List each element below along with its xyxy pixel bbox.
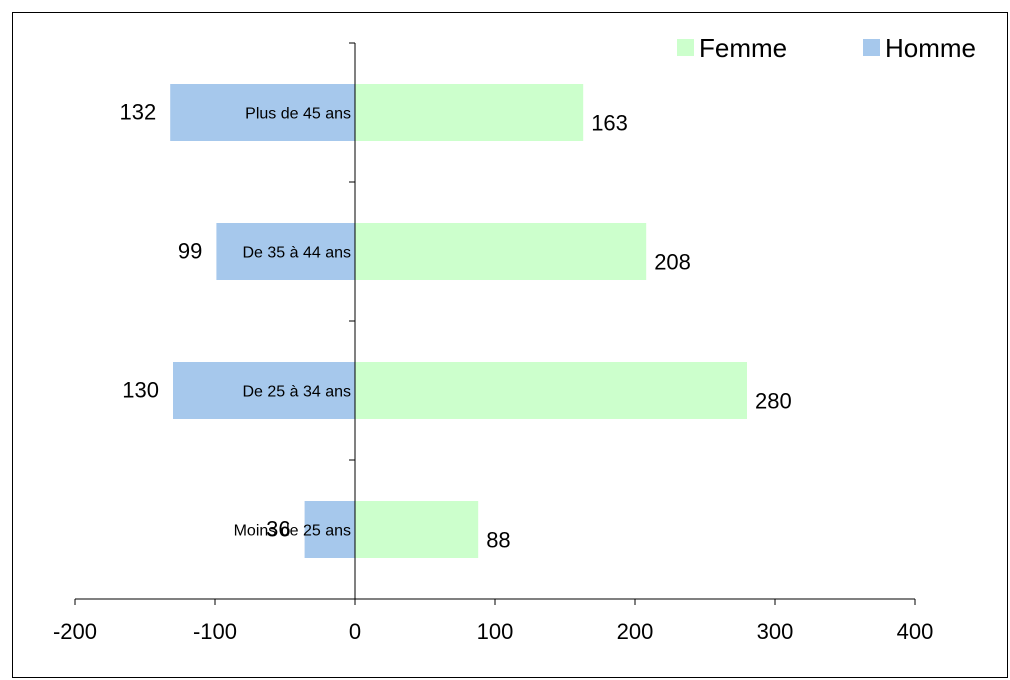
- category-label: De 35 à 44 ans: [242, 245, 351, 262]
- legend-swatch-homme: [863, 39, 880, 56]
- category-label: Moins de 25 ans: [234, 523, 351, 540]
- bar-femme-1: [355, 362, 747, 419]
- category-label: De 25 à 34 ans: [242, 384, 351, 401]
- x-tick-label: -100: [193, 619, 237, 644]
- x-tick-label: 200: [617, 619, 654, 644]
- x-tick-label: 100: [477, 619, 514, 644]
- homme-value-label: 99: [178, 239, 202, 264]
- bar-homme-0: [304, 501, 355, 558]
- x-tick-label: 300: [757, 619, 794, 644]
- category-label: Plus de 45 ans: [245, 106, 351, 123]
- legend-swatch-femme: [677, 39, 694, 56]
- legend-label-homme: Homme: [885, 33, 976, 63]
- femme-value-label: 88: [486, 528, 510, 553]
- femme-value-label: 163: [591, 111, 628, 136]
- bar-femme-3: [355, 84, 584, 141]
- homme-value-label: 130: [122, 378, 159, 403]
- femme-value-label: 208: [654, 250, 691, 275]
- bar-homme-3: [170, 84, 355, 141]
- chart-frame: -200 -100 0 100 200 300 400 Moins de 25 ans De 2…: [12, 12, 1008, 678]
- x-tick-label: 400: [897, 619, 934, 644]
- x-tick-label: 0: [349, 619, 361, 644]
- femme-value-label: 280: [755, 389, 792, 414]
- x-tick-label: -200: [53, 619, 97, 644]
- bar-femme-2: [355, 223, 647, 280]
- legend-label-femme: Femme: [699, 33, 787, 63]
- homme-value-label: 132: [119, 100, 156, 125]
- homme-value-label: 36: [266, 517, 290, 542]
- bar-homme-2: [216, 223, 355, 280]
- population-pyramid-chart: -200 -100 0 100 200 300 400 Moins de 25 ans De 2…: [53, 33, 976, 644]
- bar-homme-1: [173, 362, 355, 419]
- bar-femme-0: [355, 501, 479, 558]
